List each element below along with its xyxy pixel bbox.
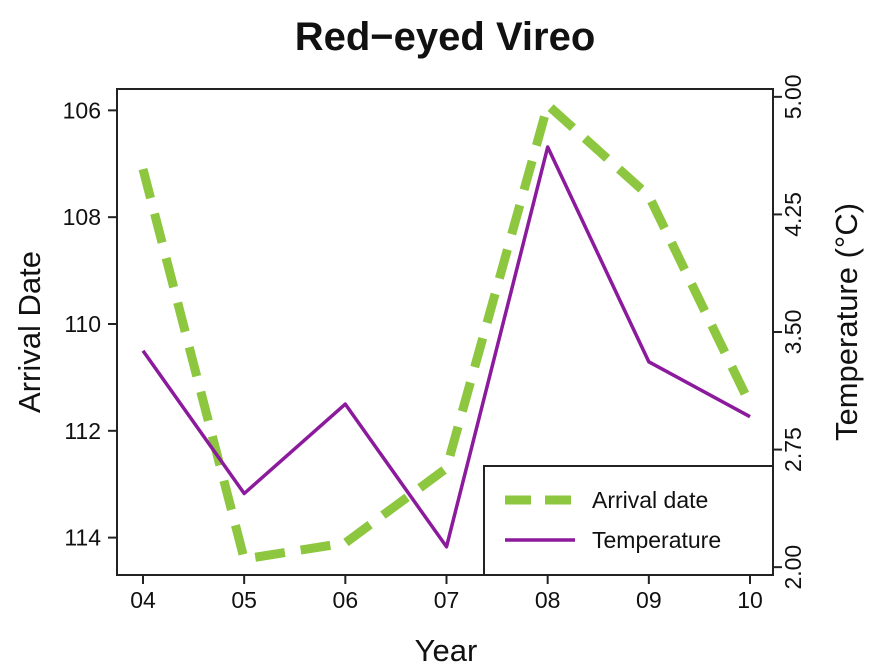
x-tick-label: 07 xyxy=(434,587,460,613)
y-axis-right: 2.00 2.75 3.50 4.25 5.00 xyxy=(773,74,806,590)
y-tick-label: 114 xyxy=(64,525,101,551)
y-axis-label: Arrival Date xyxy=(12,251,47,413)
y-tick-label: 106 xyxy=(63,97,101,123)
x-tick-label: 04 xyxy=(130,587,156,613)
x-tick-label: 05 xyxy=(231,587,257,613)
y2-tick-label: 5.00 xyxy=(780,74,806,119)
legend-box xyxy=(483,465,774,576)
x-axis: 04 05 06 07 08 09 10 xyxy=(130,575,763,613)
y2-tick-label: 2.75 xyxy=(780,427,806,472)
legend-label-temperature: Temperature xyxy=(592,527,721,553)
x-tick-label: 06 xyxy=(333,587,359,613)
x-tick-label: 08 xyxy=(535,587,561,613)
y-tick-label: 112 xyxy=(64,418,101,444)
y-tick-label: 110 xyxy=(64,311,101,337)
y-axis-left: 106 108 110 112 114 xyxy=(63,97,117,551)
x-tick-label: 09 xyxy=(636,587,662,613)
x-tick-label: 10 xyxy=(737,587,763,613)
x-axis-label: Year xyxy=(415,633,478,668)
y2-tick-label: 3.50 xyxy=(780,310,806,355)
y2-tick-label: 2.00 xyxy=(780,545,806,590)
y2-tick-label: 4.25 xyxy=(780,192,806,237)
y2-axis-label: Temperature (°C) xyxy=(829,203,864,441)
legend-label-arrival-date: Arrival date xyxy=(592,487,708,513)
legend: Arrival date Temperature xyxy=(483,465,774,576)
y-tick-label: 108 xyxy=(63,204,101,230)
series-line-temperature xyxy=(141,145,751,549)
series-layer xyxy=(138,100,755,564)
chart-title: Red−eyed Vireo xyxy=(295,15,596,59)
